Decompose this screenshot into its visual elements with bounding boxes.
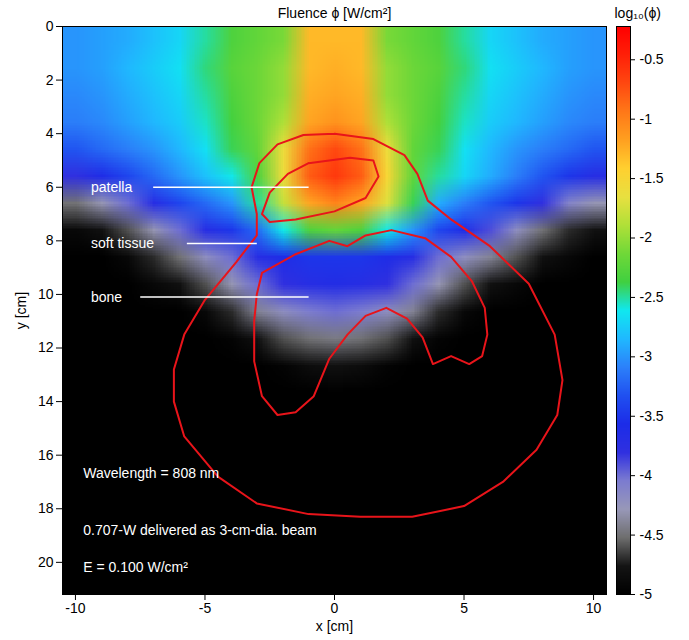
- svg-text:-3.5: -3.5: [640, 408, 664, 424]
- svg-text:Fluence ϕ [W/cm²]: Fluence ϕ [W/cm²]: [278, 5, 392, 21]
- svg-text:10: 10: [38, 286, 54, 302]
- svg-text:-4: -4: [640, 467, 653, 483]
- svg-text:-0.5: -0.5: [640, 51, 664, 67]
- svg-text:-2.5: -2.5: [640, 289, 664, 305]
- svg-text:10: 10: [586, 600, 602, 616]
- svg-text:-3: -3: [640, 348, 653, 364]
- svg-text:y [cm]: y [cm]: [13, 292, 29, 329]
- svg-text:-5: -5: [199, 600, 212, 616]
- svg-text:-4.5: -4.5: [640, 527, 664, 543]
- svg-text:6: 6: [46, 179, 54, 195]
- svg-text:x [cm]: x [cm]: [316, 618, 353, 634]
- svg-text:soft tissue: soft tissue: [91, 235, 154, 251]
- svg-text:8: 8: [46, 232, 54, 248]
- svg-text:Wavelength = 808 nm: Wavelength = 808 nm: [83, 465, 219, 481]
- svg-text:E = 0.100 W/cm²: E = 0.100 W/cm²: [83, 559, 188, 575]
- svg-text:patella: patella: [91, 179, 132, 195]
- svg-text:-5: -5: [640, 586, 653, 602]
- svg-text:16: 16: [38, 447, 54, 463]
- svg-text:2: 2: [46, 72, 54, 88]
- svg-text:12: 12: [38, 339, 54, 355]
- svg-text:20: 20: [38, 554, 54, 570]
- svg-text:4: 4: [46, 125, 54, 141]
- svg-text:14: 14: [38, 393, 54, 409]
- svg-text:18: 18: [38, 500, 54, 516]
- svg-text:0: 0: [331, 600, 339, 616]
- svg-text:-1: -1: [640, 111, 653, 127]
- svg-text:log₁₀(ϕ): log₁₀(ϕ): [615, 5, 661, 21]
- svg-text:0: 0: [46, 18, 54, 34]
- svg-text:bone: bone: [91, 289, 122, 305]
- svg-text:-10: -10: [65, 600, 85, 616]
- svg-text:-1.5: -1.5: [640, 170, 664, 186]
- svg-text:0.707-W delivered as 3-cm-dia.: 0.707-W delivered as 3-cm-dia. beam: [83, 522, 316, 538]
- svg-text:-2: -2: [640, 229, 653, 245]
- svg-text:5: 5: [460, 600, 468, 616]
